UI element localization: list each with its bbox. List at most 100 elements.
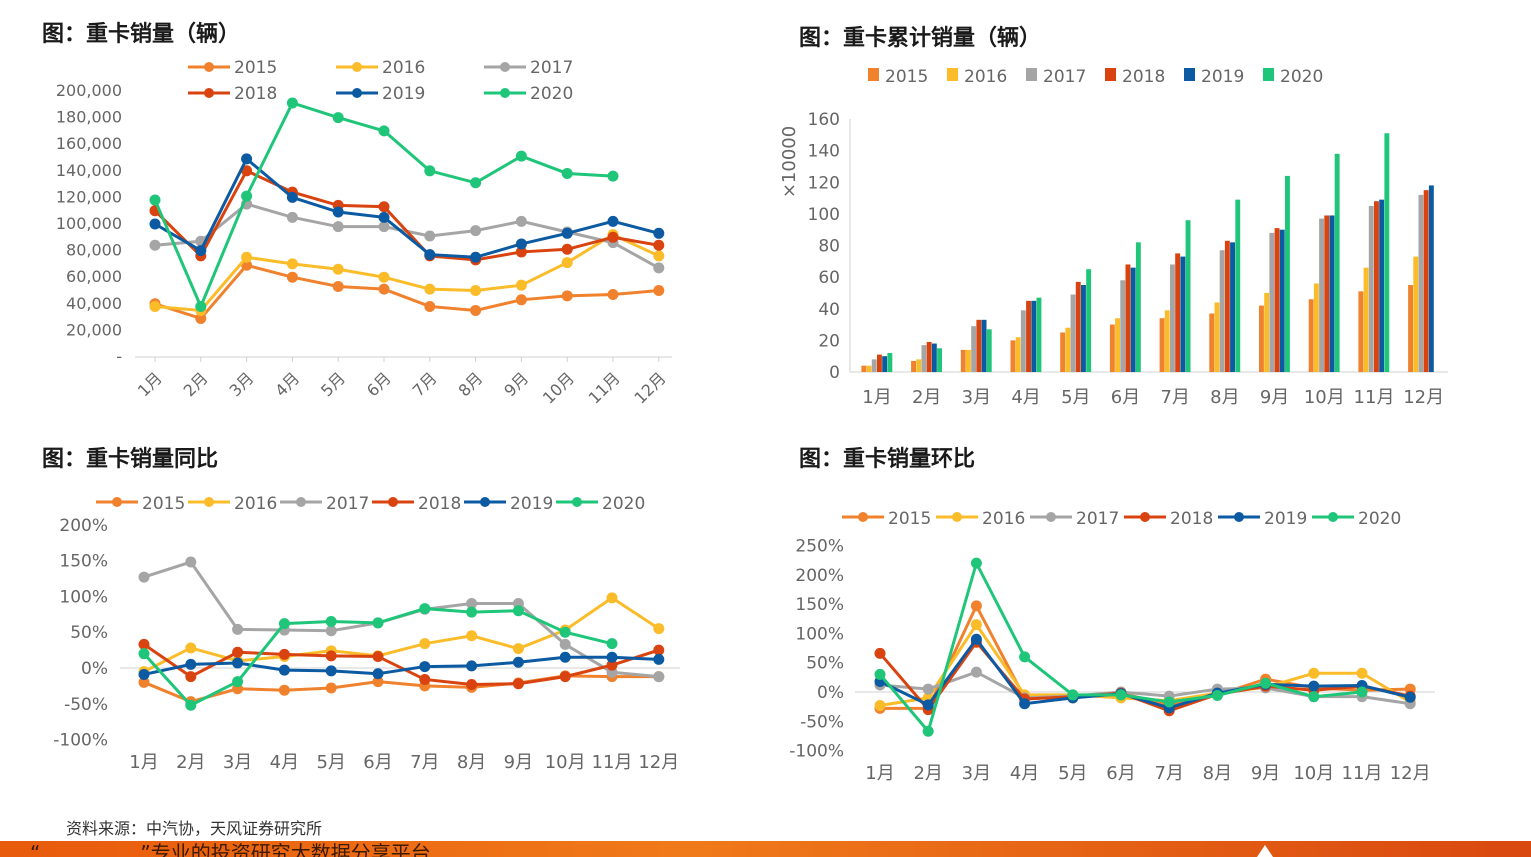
data-point [512, 678, 524, 690]
data-point [424, 283, 436, 295]
y-tick-label: 200,000 [56, 81, 122, 100]
data-point [470, 251, 482, 263]
legend-swatch [1105, 68, 1116, 81]
x-tick-label: 7月 [410, 752, 439, 773]
legend-swatch [947, 68, 958, 81]
data-point [1067, 689, 1079, 701]
legend-label: 2017 [326, 494, 369, 514]
data-point [149, 194, 161, 206]
x-tick-label: 9月 [1251, 763, 1280, 784]
bar [1170, 264, 1175, 372]
data-point [466, 660, 478, 672]
x-tick-label: 4月 [270, 752, 299, 773]
x-tick-label: 1月 [129, 752, 158, 773]
x-tick-label: 1月 [862, 387, 891, 408]
series-line [153, 168, 660, 262]
bar [1159, 318, 1165, 372]
bar [1015, 337, 1021, 372]
legend-label: 2019 [382, 84, 425, 104]
bar [1269, 232, 1275, 372]
data-point [561, 227, 573, 239]
source-note: 资料来源：中汽协，天风证券研究所 [66, 819, 323, 838]
y-tick-label: -100% [53, 731, 108, 751]
yoy-growth-line-chart: -100% -50% 0% 50% 100% 150% 200% 1月 2月 3月 4月 5月 6月 7月… [53, 494, 680, 773]
series-line [154, 232, 660, 313]
bar [861, 365, 867, 372]
x-tick-label: 10月 [545, 752, 586, 773]
bar [1185, 220, 1191, 372]
data-point [195, 312, 207, 324]
data-point [241, 190, 253, 202]
bar [1020, 310, 1026, 372]
data-point [606, 659, 618, 671]
bar [887, 353, 893, 372]
x-tick-label: 6月 [363, 752, 392, 773]
legend-marker [112, 497, 122, 507]
data-point [278, 648, 290, 660]
data-point [1356, 667, 1368, 679]
legend-label: 2019 [1264, 509, 1307, 529]
legend-marker [500, 88, 510, 98]
data-point [325, 625, 337, 637]
bar [1324, 215, 1330, 372]
legend-marker [352, 62, 362, 72]
legend-marker [204, 88, 214, 98]
data-point [1211, 690, 1223, 702]
bar [960, 349, 966, 372]
data-point [466, 598, 478, 610]
data-point [970, 600, 982, 612]
x-tick-label: 5月 [316, 752, 345, 773]
y-tick-label: 20 [818, 331, 840, 351]
legend-label: 2016 [234, 494, 277, 514]
data-point [607, 231, 619, 243]
data-point [970, 557, 982, 569]
bar [877, 354, 882, 372]
bar [1334, 153, 1340, 372]
data-point [874, 668, 886, 680]
data-point [559, 651, 571, 663]
legend-label: 2020 [602, 494, 645, 514]
legend-marker [204, 497, 214, 507]
bar [1115, 318, 1120, 372]
y-tick-label: 60,000 [66, 267, 122, 286]
data-point [424, 230, 436, 242]
footer-text: “ ”专业的投资研究大数据分享平台 [30, 841, 431, 857]
x-tick-label: 6月 [1111, 387, 1140, 408]
data-point [332, 281, 344, 293]
bar [1319, 218, 1324, 372]
legend-label: 2016 [964, 67, 1007, 87]
data-point [372, 617, 384, 629]
legend-label: 2017 [1076, 509, 1119, 529]
bar [1070, 294, 1076, 372]
bar [1413, 256, 1419, 372]
x-tick-label: 12月 [1390, 763, 1431, 784]
data-point [515, 246, 527, 258]
data-point [332, 263, 344, 275]
data-point [378, 283, 390, 295]
x-tick-label: 1月 [865, 763, 894, 784]
data-point [559, 626, 571, 638]
data-point [232, 623, 244, 635]
y-tick-label: 40 [818, 300, 840, 320]
chart2-title: 图：重卡累计销量（辆） [799, 26, 1042, 51]
data-point [325, 650, 337, 662]
bar [1125, 264, 1131, 372]
y-tick-label: 80,000 [66, 241, 122, 260]
data-point [470, 285, 482, 296]
x-tick-label: 4月 [1010, 763, 1039, 784]
data-point [1308, 667, 1320, 679]
legend-marker [204, 62, 214, 72]
data-point [378, 125, 390, 137]
y-tick-label: 160 [808, 110, 840, 130]
bar [1180, 256, 1186, 372]
data-point [232, 657, 244, 669]
y-tick-label: 200% [795, 566, 844, 586]
data-point [606, 638, 618, 650]
x-tick-label: 8月 [1203, 763, 1232, 784]
bar [1285, 175, 1290, 372]
y-axis-label: ×10000 [779, 126, 800, 198]
data-point [512, 643, 524, 655]
bar [1313, 283, 1319, 372]
x-tick-label: 11月 [1342, 763, 1383, 784]
bar [1075, 281, 1081, 372]
